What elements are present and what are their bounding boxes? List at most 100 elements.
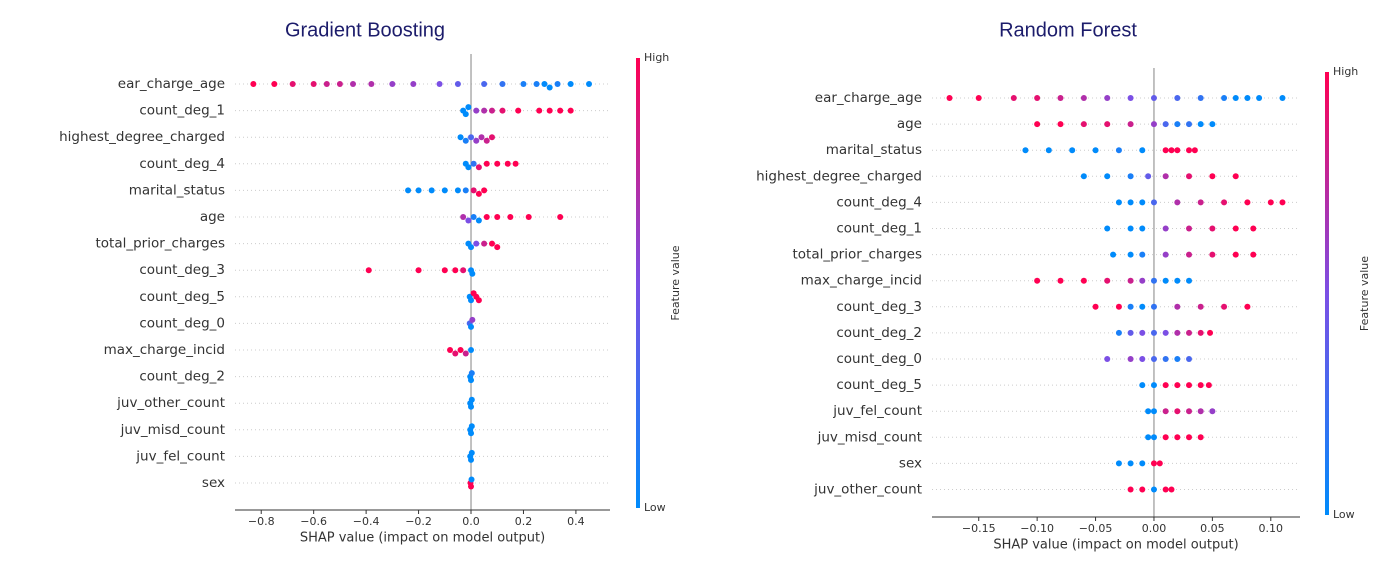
x-tick-label: −0.6 <box>300 515 327 528</box>
feature-label: count_deg_3 <box>139 262 225 278</box>
shap-dot <box>1080 277 1087 284</box>
shap-dot <box>1279 95 1286 101</box>
colorbar-label: Feature value <box>1358 256 1371 331</box>
shap-dot <box>462 350 469 357</box>
feature-label: count_deg_1 <box>836 221 922 237</box>
shap-dot <box>410 81 417 87</box>
shap-dot <box>447 347 454 353</box>
shap-dot <box>1127 329 1134 336</box>
x-tick-label: 0.00 <box>1142 522 1167 535</box>
feature-label: count_deg_3 <box>836 299 922 315</box>
shap-dot <box>1139 225 1146 232</box>
shap-dot <box>475 217 482 224</box>
shap-dot <box>478 134 485 141</box>
shap-dot <box>468 403 475 410</box>
shap-dot <box>468 377 475 384</box>
shap-dot <box>1057 95 1064 101</box>
shap-dot <box>1156 460 1163 467</box>
feature-label: marital_status <box>129 182 225 198</box>
feature-label: age <box>200 209 225 225</box>
shap-dot <box>1209 121 1216 128</box>
shap-dot <box>365 267 372 274</box>
shap-dot <box>483 137 490 144</box>
feature-label: count_deg_1 <box>139 103 225 119</box>
shap-dot <box>546 107 553 114</box>
shap-dot <box>473 240 480 247</box>
shap-dot <box>1127 225 1134 232</box>
shap-dot <box>975 95 982 101</box>
shap-dot <box>1115 147 1122 154</box>
shap-dot <box>415 187 422 194</box>
feature-label: max_charge_incid <box>801 273 922 289</box>
shap-dot <box>468 347 475 353</box>
shap-dot <box>1186 356 1193 362</box>
shap-dot <box>515 107 522 114</box>
shap-dot <box>1022 147 1029 154</box>
feature-label: marital_status <box>826 142 922 158</box>
shap-dot <box>1162 225 1169 232</box>
shap-dot <box>1197 434 1204 441</box>
shap-dot <box>389 81 396 87</box>
shap-dot <box>323 81 330 87</box>
colorbar-low: Low <box>1333 508 1355 521</box>
shap-dot <box>1197 382 1204 389</box>
shap-dot <box>465 164 472 171</box>
shap-dot <box>1145 173 1152 180</box>
feature-label: count_deg_4 <box>139 156 225 172</box>
x-tick-label: 0.2 <box>515 515 533 528</box>
shap-dot <box>1127 356 1134 362</box>
shap-dot <box>452 350 459 357</box>
shap-dot <box>289 81 296 87</box>
x-tick-label: 0.4 <box>567 515 585 528</box>
shap-dot <box>1197 329 1204 336</box>
feature-label: count_deg_2 <box>836 325 922 341</box>
shap-dot <box>1127 121 1134 128</box>
shap-dot <box>1221 303 1228 310</box>
shap-dot <box>499 81 506 87</box>
shap-dot <box>946 95 953 101</box>
feature-label: count_deg_0 <box>139 315 225 331</box>
x-tick-label: −0.8 <box>248 515 275 528</box>
shap-dot <box>1174 408 1181 415</box>
feature-label: ear_charge_age <box>118 76 225 92</box>
x-tick-label: −0.05 <box>1079 522 1113 535</box>
shap-dot <box>520 81 527 87</box>
shap-dot <box>536 107 543 114</box>
x-tick-label: −0.15 <box>962 522 996 535</box>
shap-dot <box>469 270 476 277</box>
shap-dot <box>1232 225 1239 232</box>
shap-dot <box>1139 486 1146 493</box>
shap-dot <box>1162 121 1169 128</box>
feature-label: juv_fel_count <box>135 448 225 464</box>
shap-dot <box>473 107 480 114</box>
shap-dot <box>470 214 477 220</box>
shap-dot <box>1139 382 1146 389</box>
shap-dot <box>1232 95 1239 101</box>
shap-dot <box>1104 225 1111 232</box>
shap-dot <box>1186 173 1193 180</box>
shap-dot <box>1205 382 1212 389</box>
shap-dot <box>1104 95 1111 101</box>
shap-dot <box>1162 408 1169 415</box>
shap-dot <box>468 456 475 463</box>
shap-dot <box>452 267 459 274</box>
chart-title: Gradient Boosting <box>285 19 445 41</box>
shap-dot <box>1150 303 1157 310</box>
shap-dot <box>475 164 482 171</box>
shap-dot <box>1174 303 1181 310</box>
shap-dot <box>546 84 553 91</box>
shap-dot <box>1232 173 1239 180</box>
shap-dot <box>541 81 548 87</box>
shap-dot <box>1256 95 1263 101</box>
shap-dot <box>468 134 475 141</box>
shap-dot <box>441 267 448 274</box>
chart-title: Random Forest <box>999 19 1137 41</box>
shap-dot <box>1127 199 1134 206</box>
colorbar <box>1325 72 1329 515</box>
shap-dot <box>1115 303 1122 310</box>
colorbar-low: Low <box>644 501 666 514</box>
shap-dot <box>1191 147 1198 154</box>
shap-dot <box>1127 303 1134 310</box>
